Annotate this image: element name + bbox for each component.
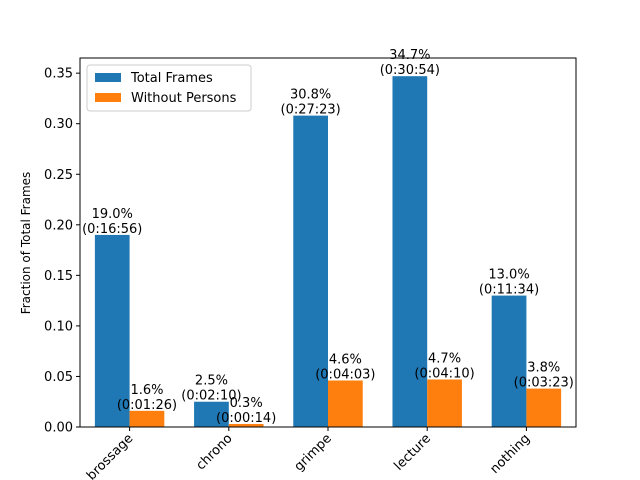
x-tick-label-brossage: brossage (84, 431, 136, 480)
bar-label-time: (0:02:10) (181, 389, 241, 404)
bar-label-time: (0:04:03) (315, 367, 375, 382)
y-tick-label: 0.05 (44, 370, 73, 385)
legend: Total Frames Without Persons (86, 64, 252, 112)
x-axis: brossage chrono grimpe lecture nothing (84, 427, 533, 480)
bar-label-percent: 2.5% (195, 374, 228, 389)
bar-total-chrono (194, 401, 229, 427)
bar-label-percent: 30.8% (290, 88, 331, 103)
bars (94, 76, 562, 427)
x-tick-label-chrono: chrono (193, 431, 235, 473)
bar-label-percent: 4.7% (428, 351, 461, 366)
bar-label-time: (0:03:23) (514, 376, 574, 391)
bar-label-time: (0:16:56) (82, 222, 142, 237)
y-tick-label: 0.00 (44, 421, 73, 436)
legend-label: Without Persons (131, 91, 237, 106)
bar-value-labels: 19.0%(0:16:56) 2.5%(0:02:10) 30.8%(0:27:23… (82, 48, 574, 426)
y-tick-label: 0.35 (44, 67, 73, 82)
bar-label-time: (0:11:34) (479, 283, 539, 298)
y-tick-label: 0.20 (44, 218, 73, 233)
bar-label-percent: 3.8% (527, 361, 560, 376)
bar-total-nothing (491, 295, 527, 427)
legend-swatch (95, 73, 121, 82)
bar-label-time: (0:00:14) (216, 411, 276, 426)
bar-total-lecture (392, 76, 428, 427)
bar-total-grimpe (293, 115, 328, 427)
bar-without-persons-lecture (427, 379, 462, 427)
bar-label-time: (0:04:10) (414, 366, 474, 381)
bar-label-percent: 19.0% (92, 207, 133, 222)
x-tick-label-grimpe: grimpe (292, 431, 335, 474)
y-tick-label: 0.15 (44, 269, 73, 284)
x-tick-label-lecture: lecture (391, 431, 434, 474)
bar-label-percent: 0.3% (230, 396, 263, 411)
legend-swatch (95, 93, 121, 102)
y-tick-label: 0.25 (44, 168, 73, 183)
legend-label: Total Frames (130, 71, 213, 86)
bar-total-brossage (94, 234, 130, 427)
bar-label-percent: 1.6% (130, 383, 163, 398)
y-tick-label: 0.10 (44, 319, 73, 334)
bar-without-persons-chrono (228, 423, 264, 427)
bar-label-percent: 13.0% (488, 268, 529, 283)
legend-box (86, 64, 252, 112)
y-axis-label: Fraction of Total Frames (19, 172, 33, 315)
bar-without-persons-nothing (526, 388, 562, 427)
bar-label-percent: 34.7% (389, 48, 430, 63)
x-tick-label-nothing: nothing (488, 431, 534, 477)
bar-without-persons-brossage (129, 410, 165, 427)
bar-label-time: (0:01:26) (117, 398, 177, 413)
y-axis: 0.00 0.05 0.10 0.15 0.20 0.25 0.30 0.35 (44, 67, 80, 436)
bar-without-persons-grimpe (328, 380, 363, 427)
bar-label-time: (0:30:54) (380, 63, 440, 78)
y-tick-label: 0.30 (44, 117, 73, 132)
bar-label-percent: 4.6% (329, 352, 362, 367)
bar-label-time: (0:27:23) (281, 103, 341, 118)
plot-frame (79, 57, 577, 428)
